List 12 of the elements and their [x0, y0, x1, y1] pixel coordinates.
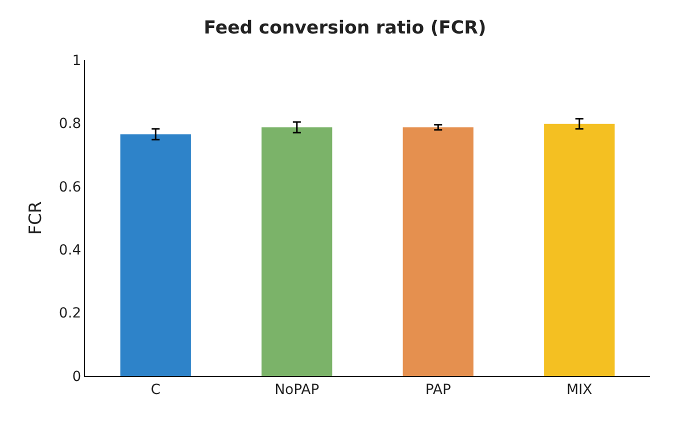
y-tick-label: 0.4 [58, 242, 82, 258]
x-tick-label: PAP [425, 382, 451, 398]
y-axis-title: FCR [26, 201, 46, 235]
y-tick-label: 1 [72, 52, 82, 69]
y-tick-label: 0.6 [58, 179, 82, 196]
x-tick-label: MIX [566, 382, 593, 398]
y-tick-label: 0.2 [58, 306, 82, 322]
x-tick-label: C [150, 382, 161, 398]
x-tick-label: NoPAP [274, 382, 320, 398]
y-tick-label: 0 [72, 368, 82, 385]
chart-title: Feed conversion ratio (FCR) [204, 18, 486, 39]
y-tick-label: 0.8 [58, 116, 82, 132]
